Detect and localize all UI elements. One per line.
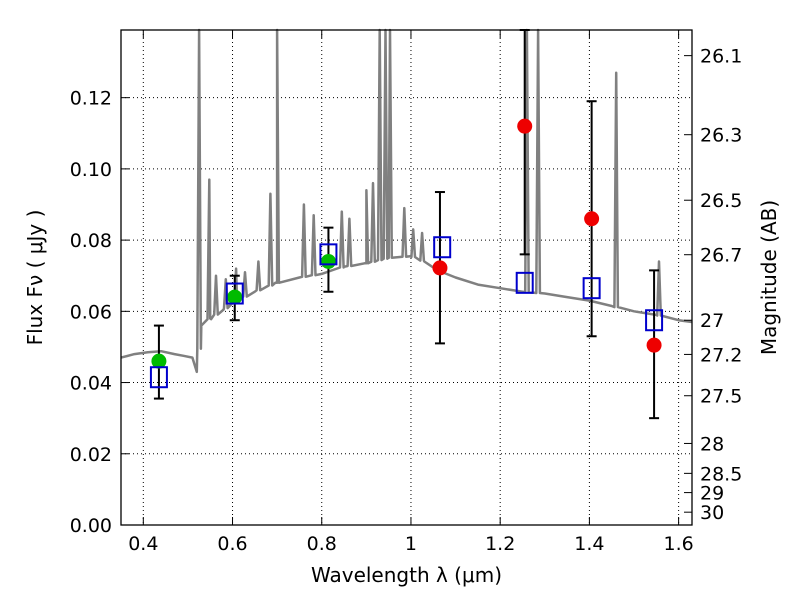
mag-tick-label: 27.2 — [700, 344, 742, 366]
mag-tick-label: 26.3 — [700, 125, 742, 147]
y-tick-label: 0.12 — [70, 88, 112, 110]
x-tick-label: 0.8 — [307, 533, 337, 555]
right-axis-title: Magnitude (AB) — [757, 200, 781, 355]
mag-tick-label: 28 — [700, 433, 724, 455]
x-tick-label: 0.6 — [217, 533, 247, 555]
plot-frame — [120, 29, 693, 526]
grid-lines — [121, 30, 692, 526]
y-tick-label: 0.04 — [70, 373, 112, 395]
x-tick-label: 1.2 — [485, 533, 515, 555]
y-tick-label: 0.06 — [70, 301, 112, 323]
x-tick-label: 1.4 — [574, 533, 604, 555]
mag-tick-label: 26.5 — [700, 190, 742, 212]
y-axis-title: Flux Fν ( μJy ) — [23, 210, 47, 346]
x-axis-ticks: 0.4 0.6 0.8 1 1.2 1.4 1.6 — [128, 30, 694, 555]
green-data-point — [151, 353, 167, 369]
mag-tick-label: 27.5 — [700, 386, 742, 408]
x-tick-label: 1 — [405, 533, 417, 555]
model-square-marker — [319, 243, 338, 266]
red-data-point — [646, 337, 662, 353]
model-square-marker — [645, 309, 664, 332]
x-tick-label: 1.6 — [664, 533, 694, 555]
model-square-marker — [515, 271, 534, 294]
mag-tick-label: 29 — [700, 483, 724, 505]
model-square-marker — [225, 282, 244, 305]
mag-tick-label: 27 — [700, 310, 724, 332]
y-tick-label: 0.08 — [70, 230, 112, 252]
error-bars — [153, 29, 660, 420]
green-data-point — [227, 289, 243, 305]
red-data-point — [517, 118, 533, 134]
y-tick-label: 0.00 — [70, 515, 112, 537]
green-data-point — [320, 253, 336, 269]
sed-spectrum — [120, 28, 693, 374]
x-axis-title: Wavelength λ (μm) — [311, 563, 502, 587]
mag-tick-label: 28.5 — [700, 463, 742, 485]
y-axis-ticks: 0.00 0.02 0.04 0.06 0.08 0.10 0.12 — [70, 88, 129, 537]
mag-tick-label: 26.7 — [700, 245, 742, 267]
sed-curve — [120, 28, 693, 374]
model-square-marker — [149, 366, 168, 389]
x-tick-label: 0.4 — [128, 533, 158, 555]
y-tick-label: 0.10 — [70, 159, 112, 181]
mag-tick-label: 30 — [700, 502, 724, 524]
red-data-point — [432, 260, 448, 276]
mag-tick-label: 26.1 — [700, 46, 742, 68]
data-markers — [149, 118, 664, 389]
y-tick-label: 0.02 — [70, 444, 112, 466]
model-square-marker — [433, 236, 452, 259]
model-square-marker — [582, 277, 601, 300]
red-data-point — [584, 211, 600, 227]
